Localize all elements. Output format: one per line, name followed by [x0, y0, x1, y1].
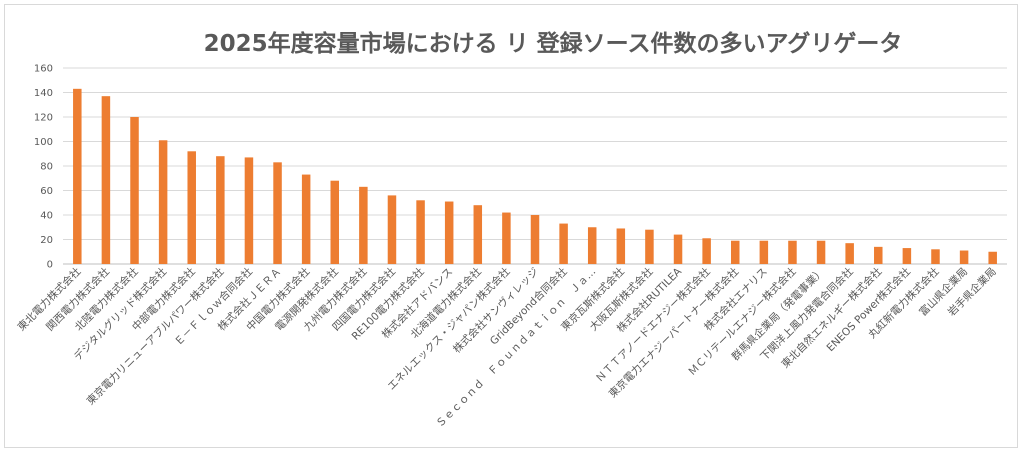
- y-tick-label: 40: [40, 211, 53, 222]
- bars: [73, 88, 997, 264]
- bar: [959, 250, 969, 264]
- bar: [730, 240, 740, 264]
- y-axis-ticks: 0 20 40 60 80 100 120 140 160: [34, 64, 53, 271]
- bar: [130, 117, 139, 264]
- bar: [101, 96, 111, 264]
- bar: [473, 205, 483, 264]
- bar: [816, 240, 826, 264]
- bar: [502, 212, 511, 264]
- bar: [874, 246, 883, 264]
- bar: [387, 195, 397, 264]
- bar: [530, 215, 540, 264]
- bar: [444, 201, 454, 264]
- y-tick-label: 100: [34, 137, 53, 148]
- bar: [273, 162, 282, 264]
- bar: [645, 229, 654, 264]
- bar: [73, 88, 82, 264]
- chart-title: 2025年度容量市場における リ 登録ソース件数の多いアグリゲータ: [204, 30, 903, 57]
- y-tick-label: 60: [40, 186, 53, 197]
- bar: [759, 240, 769, 264]
- bar: [158, 140, 168, 264]
- bar: [244, 157, 254, 264]
- bar: [559, 223, 568, 264]
- y-tick-label: 0: [47, 260, 53, 271]
- bar: [845, 243, 854, 264]
- bar: [330, 180, 340, 264]
- y-tick-label: 20: [40, 235, 53, 246]
- bar: [187, 151, 196, 264]
- bar: [788, 240, 797, 264]
- bar: [416, 200, 425, 264]
- y-tick-label: 80: [40, 162, 53, 173]
- bar: [216, 156, 225, 264]
- bar: [702, 238, 711, 264]
- bar: [902, 248, 912, 264]
- bar: [359, 186, 368, 264]
- bar: [301, 174, 311, 264]
- bar: [616, 228, 626, 264]
- bar: [673, 234, 683, 264]
- y-tick-label: 140: [34, 88, 53, 99]
- y-tick-label: 120: [34, 113, 53, 124]
- bar: [988, 251, 997, 264]
- bar-chart: 2025年度容量市場における リ 登録ソース件数の多いアグリゲータ 0 20 40 6…: [15, 30, 1007, 430]
- bar: [587, 227, 597, 264]
- chart-frame: 2025年度容量市場における リ 登録ソース件数の多いアグリゲータ 0 20 40 6…: [4, 4, 1018, 448]
- x-axis-labels: 東北電力株式会社関西電力株式会社北陸電力株式会社デジタルグリッド株式会社中部電力…: [15, 264, 999, 430]
- y-tick-label: 160: [34, 64, 53, 75]
- bar: [931, 249, 940, 264]
